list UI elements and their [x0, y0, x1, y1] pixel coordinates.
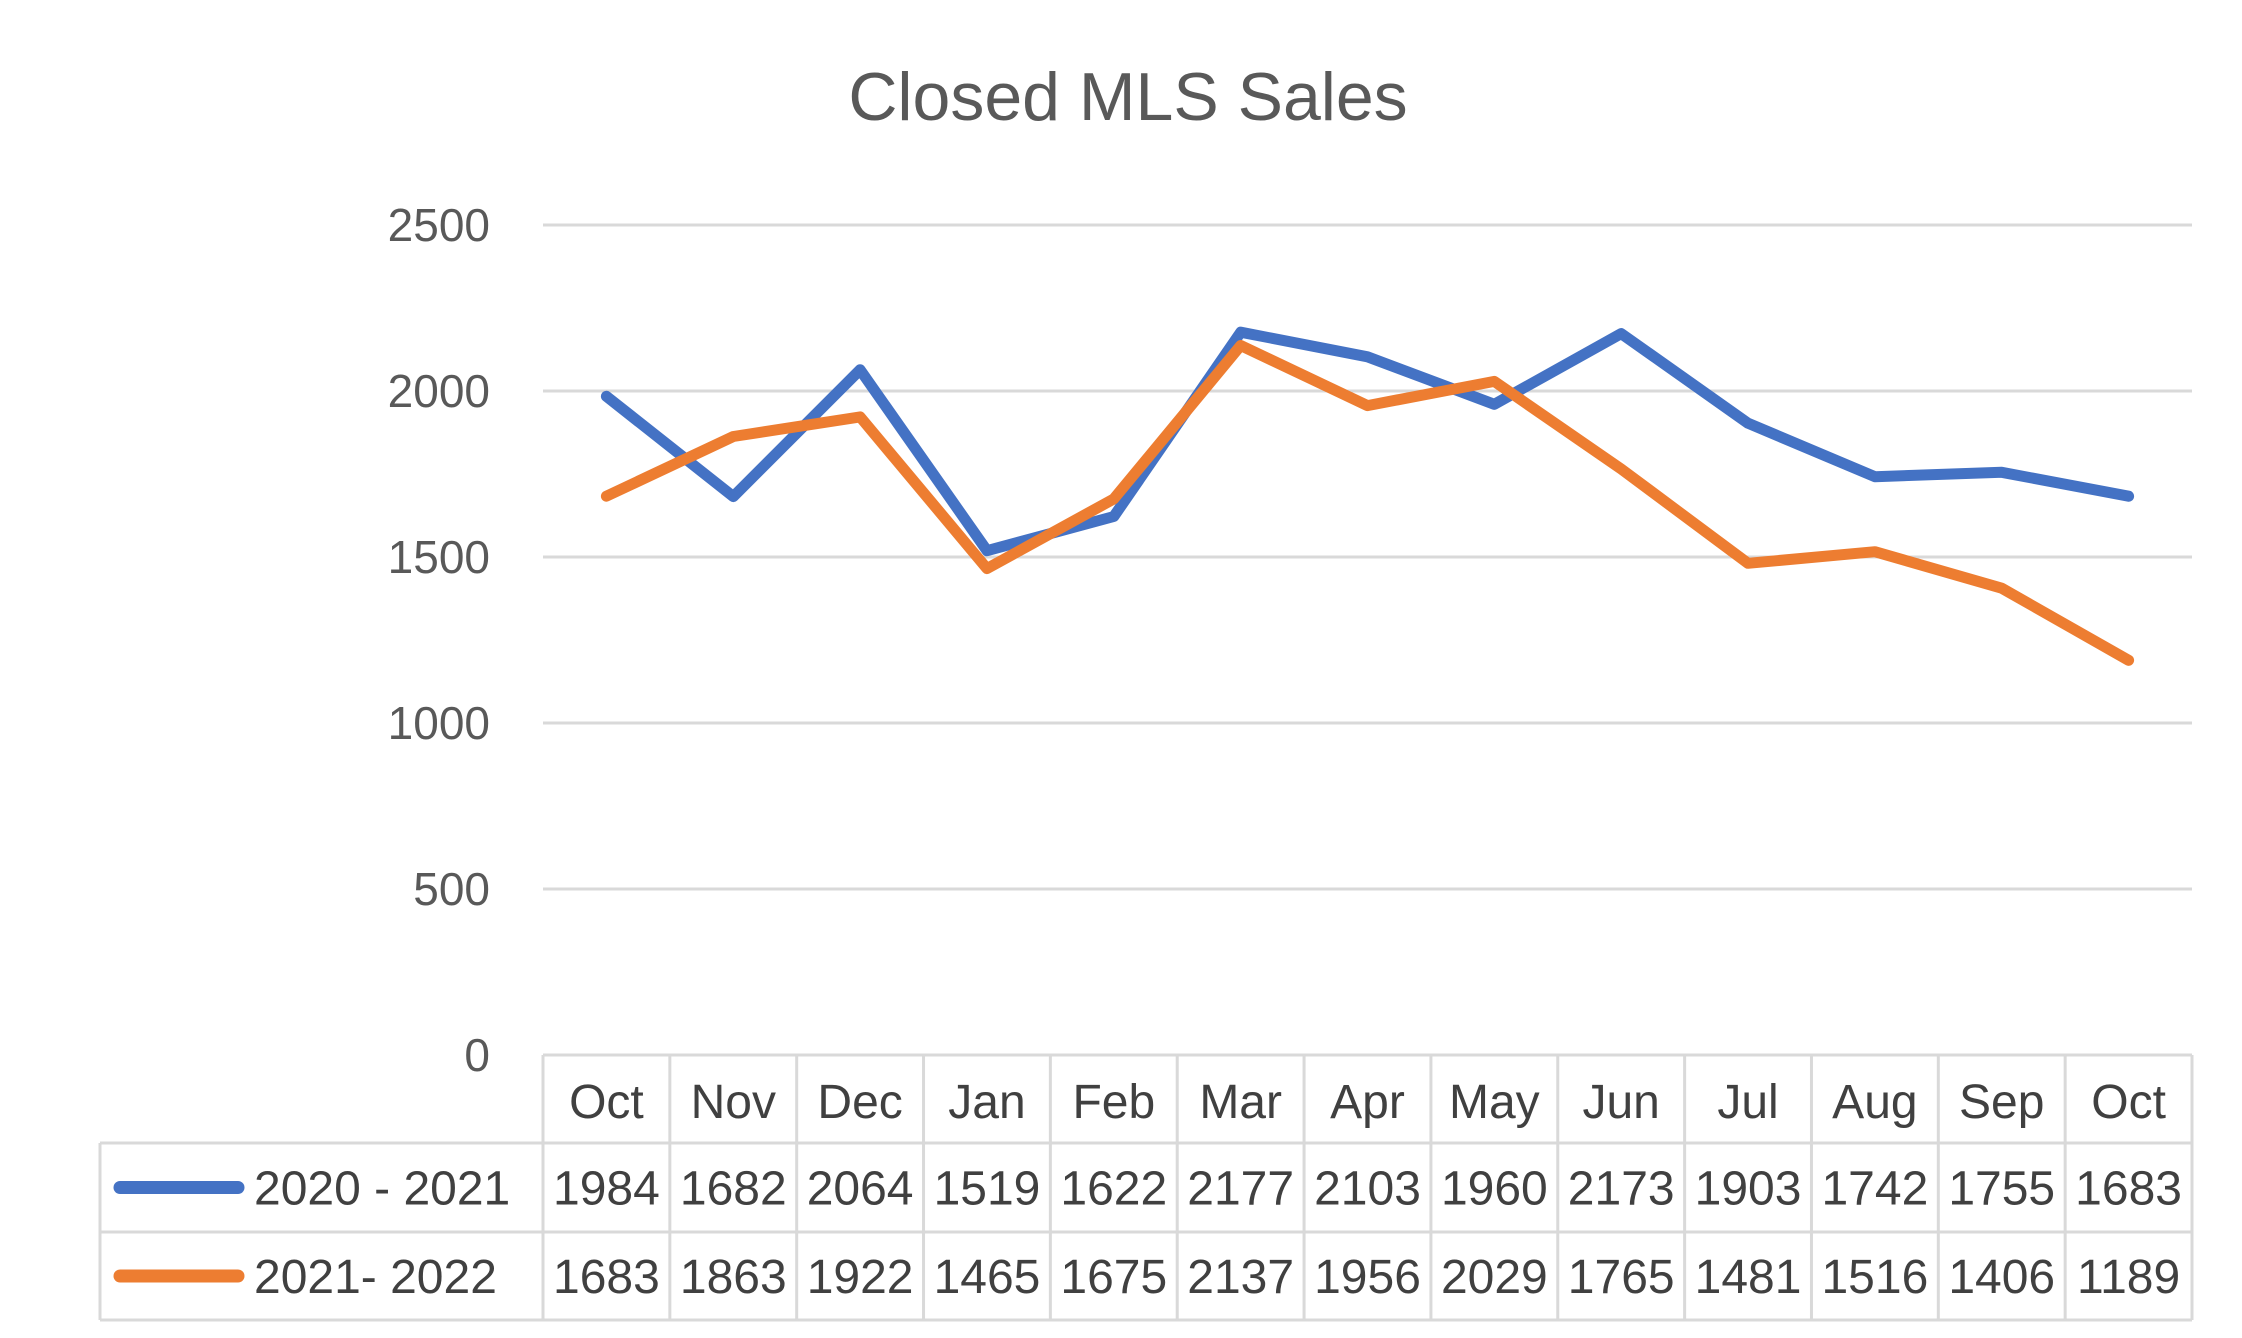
x-tick-label: Jun — [1582, 1076, 1659, 1129]
data-label: 1922 — [807, 1251, 914, 1304]
y-tick-label: 0 — [464, 1029, 490, 1081]
gridlines — [543, 223, 2192, 891]
data-label: 1682 — [680, 1163, 787, 1216]
x-tick-label: Oct — [2091, 1076, 2166, 1129]
data-label: 1863 — [680, 1251, 787, 1304]
data-table: Oct Nov Dec Jan Feb Mar Apr May Jun Jul Aug Sep Oct 2… — [98, 1053, 2194, 1322]
x-tick-label: Aug — [1832, 1076, 1917, 1129]
series-name: 2021- 2022 — [254, 1251, 497, 1304]
data-label: 1516 — [1821, 1251, 1928, 1304]
x-tick-label: Nov — [691, 1076, 776, 1129]
data-label: 1465 — [934, 1251, 1041, 1304]
data-label: 2029 — [1441, 1251, 1548, 1304]
x-tick-label: Apr — [1330, 1076, 1405, 1129]
data-label: 1683 — [553, 1251, 660, 1304]
x-tick-label: May — [1449, 1076, 1540, 1129]
x-tick-label: Oct — [569, 1076, 644, 1129]
series-name: 2020 - 2021 — [254, 1163, 510, 1216]
data-label: 2173 — [1568, 1163, 1675, 1216]
x-tick-label: Mar — [1199, 1076, 1282, 1129]
data-label: 1956 — [1314, 1251, 1421, 1304]
x-tick-label: Jul — [1717, 1076, 1778, 1129]
data-label: 2177 — [1187, 1163, 1294, 1216]
series-line-2 — [600, 340, 2135, 666]
x-tick-label: Sep — [1959, 1076, 2044, 1129]
data-label: 1519 — [934, 1163, 1041, 1216]
series-lines — [600, 326, 2135, 666]
x-tick-label: Feb — [1072, 1076, 1155, 1129]
y-tick-label: 2000 — [388, 365, 490, 417]
chart-title: Closed MLS Sales — [848, 59, 1407, 135]
data-label: 1765 — [1568, 1251, 1675, 1304]
data-label: 1683 — [2075, 1163, 2182, 1216]
series-line-1 — [600, 326, 2135, 557]
data-label: 1189 — [2077, 1251, 2180, 1304]
data-label: 1960 — [1441, 1163, 1548, 1216]
data-label: 1903 — [1695, 1163, 1802, 1216]
data-label: 2137 — [1187, 1251, 1294, 1304]
x-tick-label: Jan — [948, 1076, 1025, 1129]
data-label: 1984 — [553, 1163, 660, 1216]
y-tick-label: 500 — [413, 863, 490, 915]
x-tick-label: Dec — [817, 1076, 902, 1129]
data-label: 2103 — [1314, 1163, 1421, 1216]
data-label: 1675 — [1060, 1251, 1167, 1304]
y-axis: 0 500 1000 1500 2000 2500 — [388, 199, 490, 1081]
data-label: 1755 — [1948, 1163, 2055, 1216]
data-label: 1742 — [1821, 1163, 1928, 1216]
data-label: 2064 — [807, 1163, 914, 1216]
y-tick-label: 2500 — [388, 199, 490, 251]
data-label: 1406 — [1948, 1251, 2055, 1304]
data-label: 1622 — [1060, 1163, 1167, 1216]
data-label: 1481 — [1695, 1251, 1802, 1304]
y-tick-label: 1000 — [388, 697, 490, 749]
y-tick-label: 1500 — [388, 531, 490, 583]
